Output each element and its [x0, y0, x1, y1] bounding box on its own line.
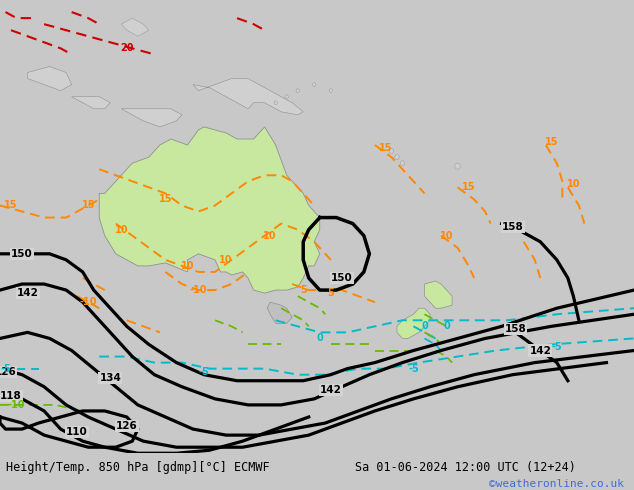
- Text: 10: 10: [115, 224, 128, 235]
- Circle shape: [313, 83, 316, 86]
- Circle shape: [296, 89, 299, 93]
- Circle shape: [395, 155, 399, 160]
- Text: 15: 15: [81, 200, 95, 211]
- Text: 15: 15: [158, 195, 172, 204]
- Text: -10: -10: [79, 297, 97, 307]
- Text: 158: 158: [505, 324, 526, 334]
- Circle shape: [285, 95, 288, 98]
- Text: 118: 118: [0, 391, 22, 401]
- Circle shape: [455, 163, 460, 169]
- Text: -10: -10: [190, 285, 207, 295]
- Text: 142: 142: [16, 288, 39, 298]
- Text: 150: 150: [331, 273, 353, 283]
- Text: 142: 142: [529, 345, 551, 356]
- Polygon shape: [268, 302, 292, 323]
- Polygon shape: [121, 109, 182, 127]
- Text: 10: 10: [219, 255, 233, 265]
- Circle shape: [389, 148, 394, 153]
- Polygon shape: [121, 18, 149, 36]
- Text: 142: 142: [320, 385, 342, 395]
- Text: Height/Temp. 850 hPa [gdmp][°C] ECMWF: Height/Temp. 850 hPa [gdmp][°C] ECMWF: [6, 462, 270, 474]
- Text: 126: 126: [116, 421, 138, 431]
- Text: Sa 01-06-2024 12:00 UTC (12+24): Sa 01-06-2024 12:00 UTC (12+24): [355, 462, 576, 474]
- Text: 0: 0: [443, 321, 450, 331]
- Text: 126: 126: [0, 367, 16, 377]
- Polygon shape: [100, 127, 320, 293]
- Text: -5: -5: [408, 364, 419, 374]
- Text: 110: 110: [67, 427, 88, 437]
- Text: 20: 20: [120, 43, 134, 53]
- Text: 15: 15: [379, 143, 392, 153]
- Text: ©weatheronline.co.uk: ©weatheronline.co.uk: [489, 480, 624, 490]
- Text: 10: 10: [567, 179, 580, 189]
- Text: 15: 15: [545, 137, 558, 147]
- Text: -5: -5: [552, 343, 562, 352]
- Text: 0: 0: [421, 321, 428, 331]
- Text: 10: 10: [440, 231, 453, 241]
- Polygon shape: [27, 67, 72, 91]
- Circle shape: [400, 161, 404, 166]
- Text: 0: 0: [316, 333, 323, 343]
- Text: 158: 158: [502, 221, 524, 232]
- Polygon shape: [193, 78, 303, 115]
- Text: 150: 150: [11, 249, 33, 259]
- Text: -5: -5: [0, 364, 11, 374]
- Polygon shape: [72, 97, 110, 109]
- Circle shape: [329, 89, 332, 93]
- Text: 10: 10: [263, 231, 277, 241]
- Text: 134: 134: [100, 373, 121, 383]
- Text: -10: -10: [8, 400, 25, 410]
- Text: 5: 5: [327, 288, 334, 298]
- Text: -5: -5: [198, 367, 209, 377]
- Text: 10: 10: [181, 261, 194, 271]
- Polygon shape: [425, 281, 452, 308]
- Text: 15: 15: [4, 200, 18, 211]
- Circle shape: [274, 101, 277, 104]
- Polygon shape: [397, 308, 430, 339]
- Text: 5: 5: [300, 285, 307, 295]
- Text: 15: 15: [462, 182, 476, 193]
